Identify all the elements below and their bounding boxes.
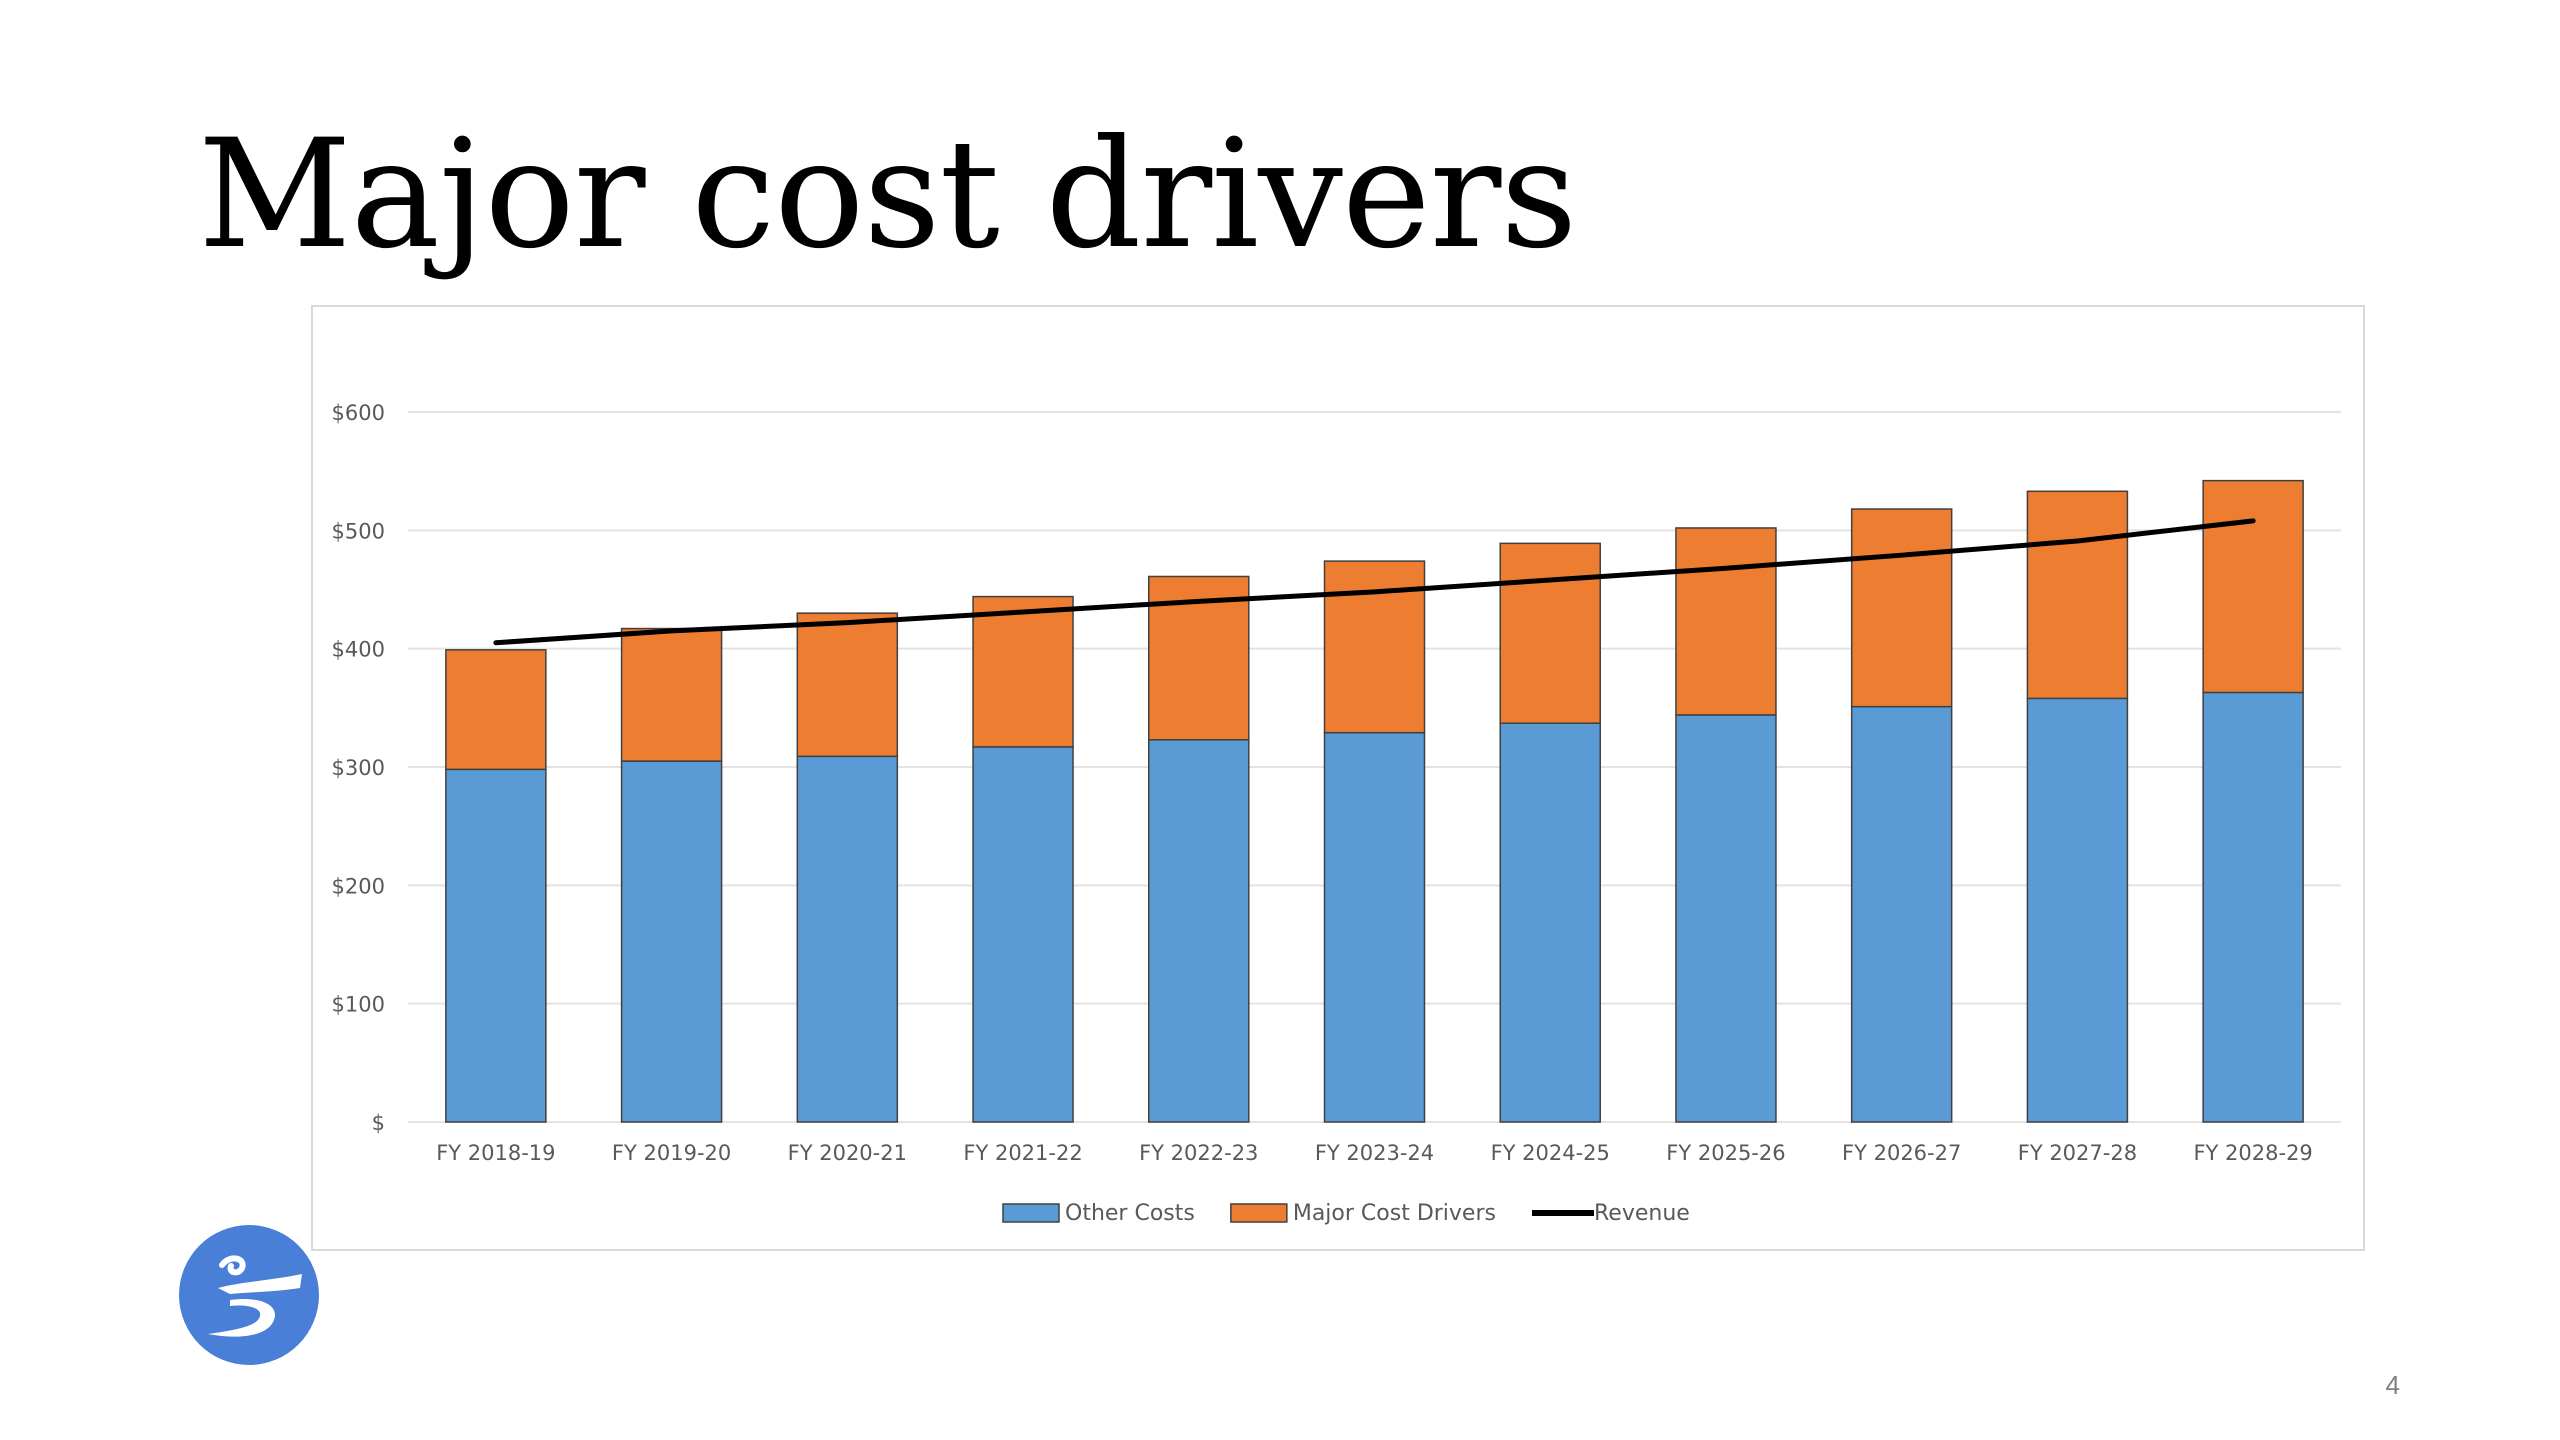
bar-other-costs: [1675, 714, 1777, 1123]
bar-other-costs: [1850, 705, 1953, 1123]
bar-major-cost-drivers: [1499, 542, 1601, 724]
x-tick-label: FY 2019-20: [612, 1141, 731, 1165]
legend-label-major-cost-drivers: Major Cost Drivers: [1293, 1201, 1496, 1226]
bar-other-costs: [2026, 697, 2129, 1123]
x-tick-label: FY 2022-23: [1139, 1141, 1258, 1165]
x-tick-label: FY 2024-25: [1491, 1141, 1610, 1165]
bar-major-cost-drivers: [1850, 508, 1953, 708]
chart: $ $100 $200 $300 $400 $500 $600 FY 2018-19 FY 20…: [332, 401, 2341, 1226]
legend-label-other-costs: Other Costs: [1065, 1201, 1195, 1226]
y-tick-label: $400: [332, 638, 385, 662]
y-tick-label: $600: [332, 401, 385, 425]
x-tick-label: FY 2028-29: [2193, 1141, 2312, 1165]
bar-other-costs: [972, 746, 1074, 1123]
bar-other-costs: [1323, 731, 1426, 1123]
bar-major-cost-drivers: [2202, 479, 2304, 694]
x-tick-label: FY 2020-21: [788, 1141, 907, 1165]
y-tick-label: $: [372, 1111, 385, 1135]
x-tick-label: FY 2025-26: [1666, 1141, 1785, 1165]
legend-label-revenue: Revenue: [1594, 1201, 1690, 1226]
bar-other-costs: [796, 755, 899, 1123]
swirl-logo-icon: [179, 1225, 319, 1365]
bar-other-costs: [1499, 722, 1601, 1123]
x-tick-label: FY 2018-19: [436, 1141, 555, 1165]
y-tick-label: $500: [332, 519, 385, 543]
x-tick-label: FY 2027-28: [2018, 1141, 2137, 1165]
bar-major-cost-drivers: [620, 627, 723, 762]
series-line-revenue: [493, 518, 2256, 646]
legend-swatch-other-costs: [1002, 1203, 1060, 1223]
x-tick-label: FY 2021-22: [963, 1141, 1082, 1165]
y-tick-label: $100: [332, 993, 385, 1017]
bar-other-costs: [445, 768, 547, 1123]
y-tick-label: $300: [332, 756, 385, 780]
bar-major-cost-drivers: [2026, 490, 2129, 700]
bar-major-cost-drivers: [796, 612, 899, 758]
x-tick-label: FY 2023-24: [1315, 1141, 1434, 1165]
chart-frame: $ $100 $200 $300 $400 $500 $600 FY 2018-19 FY 20…: [311, 305, 2365, 1251]
y-tick-label: $200: [332, 874, 385, 898]
bar-other-costs: [620, 760, 723, 1123]
bar-major-cost-drivers: [1323, 560, 1426, 734]
x-tick-label: FY 2026-27: [1842, 1141, 1961, 1165]
slide-title: Major cost drivers: [198, 108, 1577, 282]
legend-swatch-major-cost-drivers: [1230, 1203, 1288, 1223]
bar-major-cost-drivers: [1675, 527, 1777, 716]
bar-other-costs: [2202, 691, 2304, 1123]
page-number: 4: [2385, 1370, 2400, 1400]
bar-major-cost-drivers: [972, 595, 1074, 748]
bar-major-cost-drivers: [445, 649, 547, 771]
bar-other-costs: [1148, 739, 1250, 1123]
